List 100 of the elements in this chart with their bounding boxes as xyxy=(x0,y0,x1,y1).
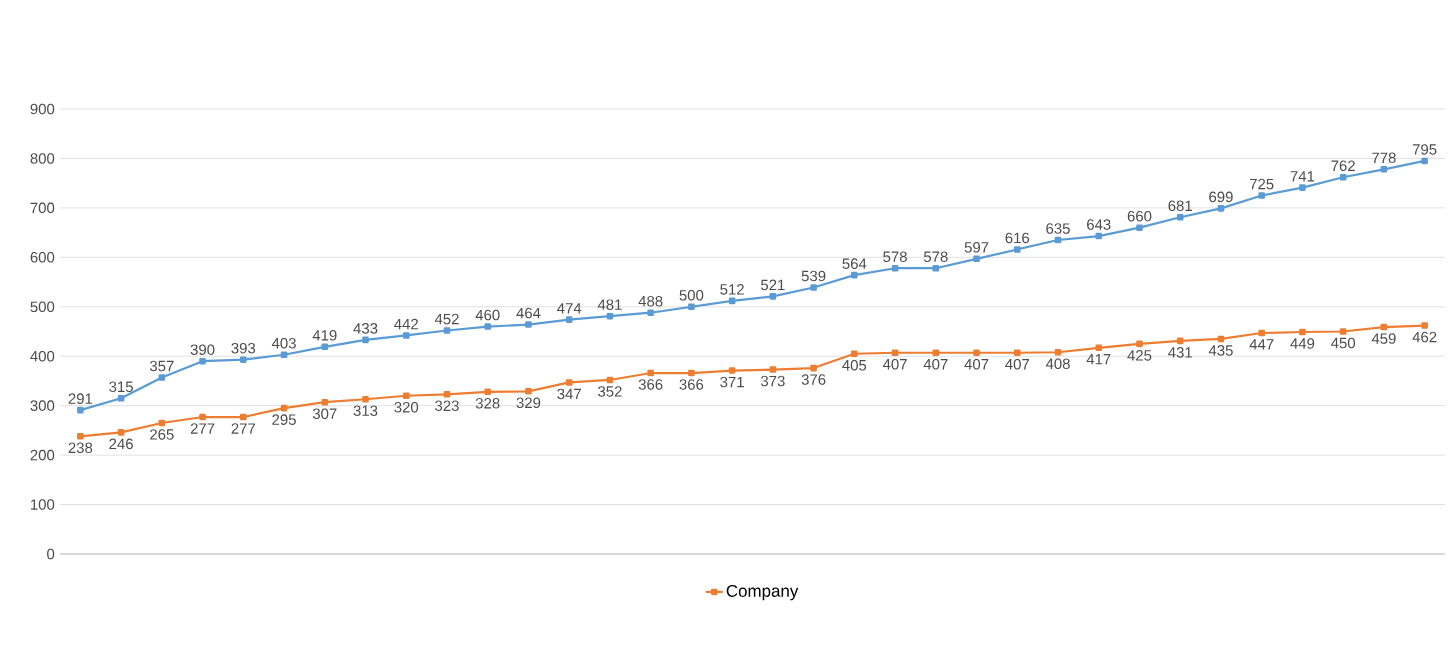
data-label: 277 xyxy=(231,423,256,434)
data-label: 238 xyxy=(68,442,93,454)
data-label: 539 xyxy=(801,270,826,282)
point xyxy=(728,297,736,305)
data-label: 405 xyxy=(842,359,867,371)
point xyxy=(973,349,980,357)
point xyxy=(606,312,614,320)
point xyxy=(1339,328,1347,335)
data-label: 357 xyxy=(149,360,174,372)
point xyxy=(1095,344,1103,352)
y-tick-label: 200 xyxy=(30,449,55,461)
data-label: 307 xyxy=(312,408,337,419)
point xyxy=(402,392,410,400)
data-label: 323 xyxy=(435,400,459,412)
legend-label: Company xyxy=(726,584,799,601)
point xyxy=(688,303,695,311)
point xyxy=(1299,184,1306,191)
point xyxy=(1217,335,1225,343)
data-label: 459 xyxy=(1371,333,1396,344)
y-tick-label: 900 xyxy=(30,103,55,115)
y-tick-label: 800 xyxy=(30,153,55,164)
point xyxy=(851,271,858,279)
data-label: 660 xyxy=(1127,210,1152,222)
point xyxy=(240,356,247,363)
point xyxy=(117,429,125,436)
data-label: 347 xyxy=(557,388,581,400)
point xyxy=(77,433,84,440)
point xyxy=(1176,337,1184,345)
data-label: 328 xyxy=(475,398,500,409)
point xyxy=(1380,323,1388,331)
y-tick-label: 400 xyxy=(30,350,55,362)
point xyxy=(891,264,899,272)
point xyxy=(1339,173,1347,181)
data-label: 393 xyxy=(231,342,256,354)
data-label: 435 xyxy=(1208,345,1233,356)
data-label: 433 xyxy=(353,323,378,334)
data-label: 512 xyxy=(720,284,744,295)
data-label: 329 xyxy=(516,397,541,409)
y-tick-label: 100 xyxy=(31,499,55,510)
y-tick-label: 500 xyxy=(30,301,55,313)
data-label: 488 xyxy=(638,295,663,307)
point xyxy=(769,366,777,373)
data-label: 462 xyxy=(1412,331,1437,343)
data-label: 464 xyxy=(516,307,541,319)
data-label: 419 xyxy=(312,330,337,341)
point xyxy=(443,391,451,398)
data-label: 635 xyxy=(1046,223,1070,234)
point xyxy=(891,349,899,357)
data-label: 449 xyxy=(1290,338,1315,349)
point xyxy=(932,349,940,357)
point xyxy=(647,369,654,377)
data-label: 643 xyxy=(1087,219,1111,230)
data-label: 417 xyxy=(1086,354,1111,365)
point xyxy=(565,379,573,386)
point xyxy=(688,369,695,377)
data-label: 725 xyxy=(1249,178,1274,190)
data-label: 320 xyxy=(394,401,419,413)
data-label: 681 xyxy=(1168,200,1192,212)
point xyxy=(1095,232,1103,240)
data-label: 741 xyxy=(1290,171,1315,182)
data-label: 500 xyxy=(679,290,704,301)
point xyxy=(1013,246,1021,253)
point xyxy=(1421,157,1428,165)
point xyxy=(1217,205,1225,212)
data-label: 407 xyxy=(964,358,989,370)
data-label: 481 xyxy=(597,299,622,310)
point xyxy=(117,394,125,402)
data-label: 352 xyxy=(598,386,622,397)
data-label: 315 xyxy=(109,381,133,393)
data-label: 521 xyxy=(760,279,785,291)
point xyxy=(362,395,369,403)
data-label: 407 xyxy=(923,358,948,370)
point xyxy=(810,364,817,372)
data-label: 390 xyxy=(190,344,215,355)
point xyxy=(1380,166,1388,173)
data-label: 442 xyxy=(394,318,418,330)
data-label: 408 xyxy=(1045,358,1070,370)
data-label: 564 xyxy=(842,258,867,269)
data-label: 373 xyxy=(760,375,785,387)
data-label: 762 xyxy=(1331,160,1355,172)
point xyxy=(321,398,329,406)
point xyxy=(851,350,858,358)
data-label: 425 xyxy=(1127,350,1152,361)
point xyxy=(1054,348,1062,356)
y-tick-label: 0 xyxy=(47,548,55,560)
point xyxy=(1136,340,1143,348)
point xyxy=(158,374,166,381)
data-label: 452 xyxy=(434,313,459,325)
data-label: 431 xyxy=(1168,347,1192,358)
data-label: 376 xyxy=(801,374,826,385)
point xyxy=(362,336,369,344)
point xyxy=(973,255,980,263)
data-label: 407 xyxy=(882,358,907,370)
point xyxy=(769,293,777,300)
point xyxy=(402,332,410,339)
point xyxy=(1258,192,1265,199)
data-label: 795 xyxy=(1412,144,1437,155)
data-label: 371 xyxy=(720,376,744,388)
data-label: 450 xyxy=(1331,337,1356,349)
data-label: 699 xyxy=(1209,191,1233,203)
